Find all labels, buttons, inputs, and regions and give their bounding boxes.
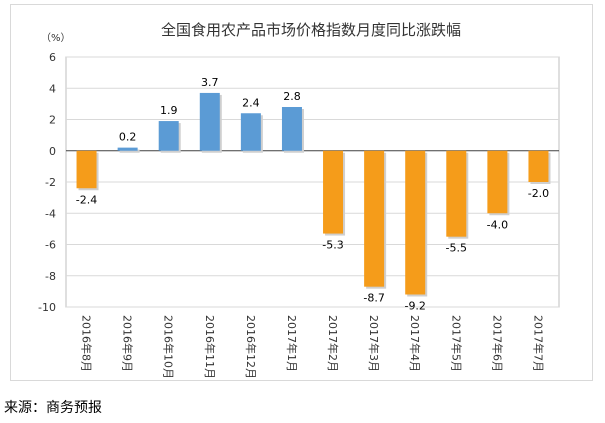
y-tick-label: -10 <box>38 301 56 314</box>
y-tick-label: 4 <box>49 82 56 95</box>
y-tick-label: 0 <box>49 145 56 158</box>
x-tick-label: 2016年9月 <box>121 315 135 372</box>
bar <box>446 150 467 237</box>
x-tick-label: 2017年7月 <box>531 315 545 372</box>
x-tick-label: 2017年6月 <box>490 315 504 372</box>
bar-shadow <box>119 149 140 153</box>
x-tick-label: 2016年11月 <box>203 315 217 379</box>
data-label: 2.4 <box>242 96 260 109</box>
bar <box>240 113 261 151</box>
bar <box>158 121 179 151</box>
data-label: 3.7 <box>201 76 219 89</box>
y-tick-label: -2 <box>45 176 56 189</box>
data-label: -2.0 <box>528 187 549 200</box>
data-label: -4.0 <box>487 218 508 231</box>
y-tick-label: 2 <box>49 114 56 127</box>
data-label: 1.9 <box>160 104 178 117</box>
x-tick-label: 2016年8月 <box>80 315 94 372</box>
bar <box>487 150 508 214</box>
source-note: 来源：商务预报 <box>4 400 102 416</box>
data-label: -8.7 <box>363 292 384 305</box>
bar <box>364 150 385 287</box>
x-tick-label: 2016年10月 <box>162 315 176 379</box>
x-tick-label: 2017年1月 <box>285 315 299 372</box>
data-label: -2.4 <box>76 193 97 206</box>
bar <box>528 150 549 182</box>
x-tick-label: 2017年3月 <box>367 315 381 372</box>
y-tick-label: -8 <box>45 270 56 283</box>
bar <box>405 150 426 295</box>
chart: 全国食用农产品市场价格指数月度同比涨跌幅 （%） 6 4 2 0 -2 -4 -6 -8 -10… <box>38 21 560 379</box>
chart-title: 全国食用农产品市场价格指数月度同比涨跌幅 <box>161 21 461 39</box>
data-label: 2.8 <box>283 90 301 103</box>
bar <box>281 107 302 151</box>
bar <box>117 147 138 151</box>
y-unit-label: （%） <box>41 32 71 44</box>
x-tick-label: 2016年12月 <box>244 315 258 379</box>
y-tick-label: -6 <box>45 239 56 252</box>
x-tick-label: 2017年4月 <box>408 315 422 372</box>
x-tick-label: 2017年2月 <box>326 315 340 372</box>
data-label: -5.5 <box>446 242 467 255</box>
data-label: 0.2 <box>119 131 137 144</box>
data-label: -9.2 <box>404 300 425 313</box>
x-tick-label: 2017年5月 <box>449 315 463 372</box>
y-tick-label: 6 <box>49 51 56 64</box>
bar <box>76 150 97 189</box>
bar <box>199 92 220 151</box>
y-tick-label: -4 <box>45 207 56 220</box>
chart-frame: 全国食用农产品市场价格指数月度同比涨跌幅 （%） 6 4 2 0 -2 -4 -6 -8 -10… <box>10 4 593 381</box>
data-label: -5.3 <box>322 239 343 252</box>
bar <box>323 150 344 234</box>
